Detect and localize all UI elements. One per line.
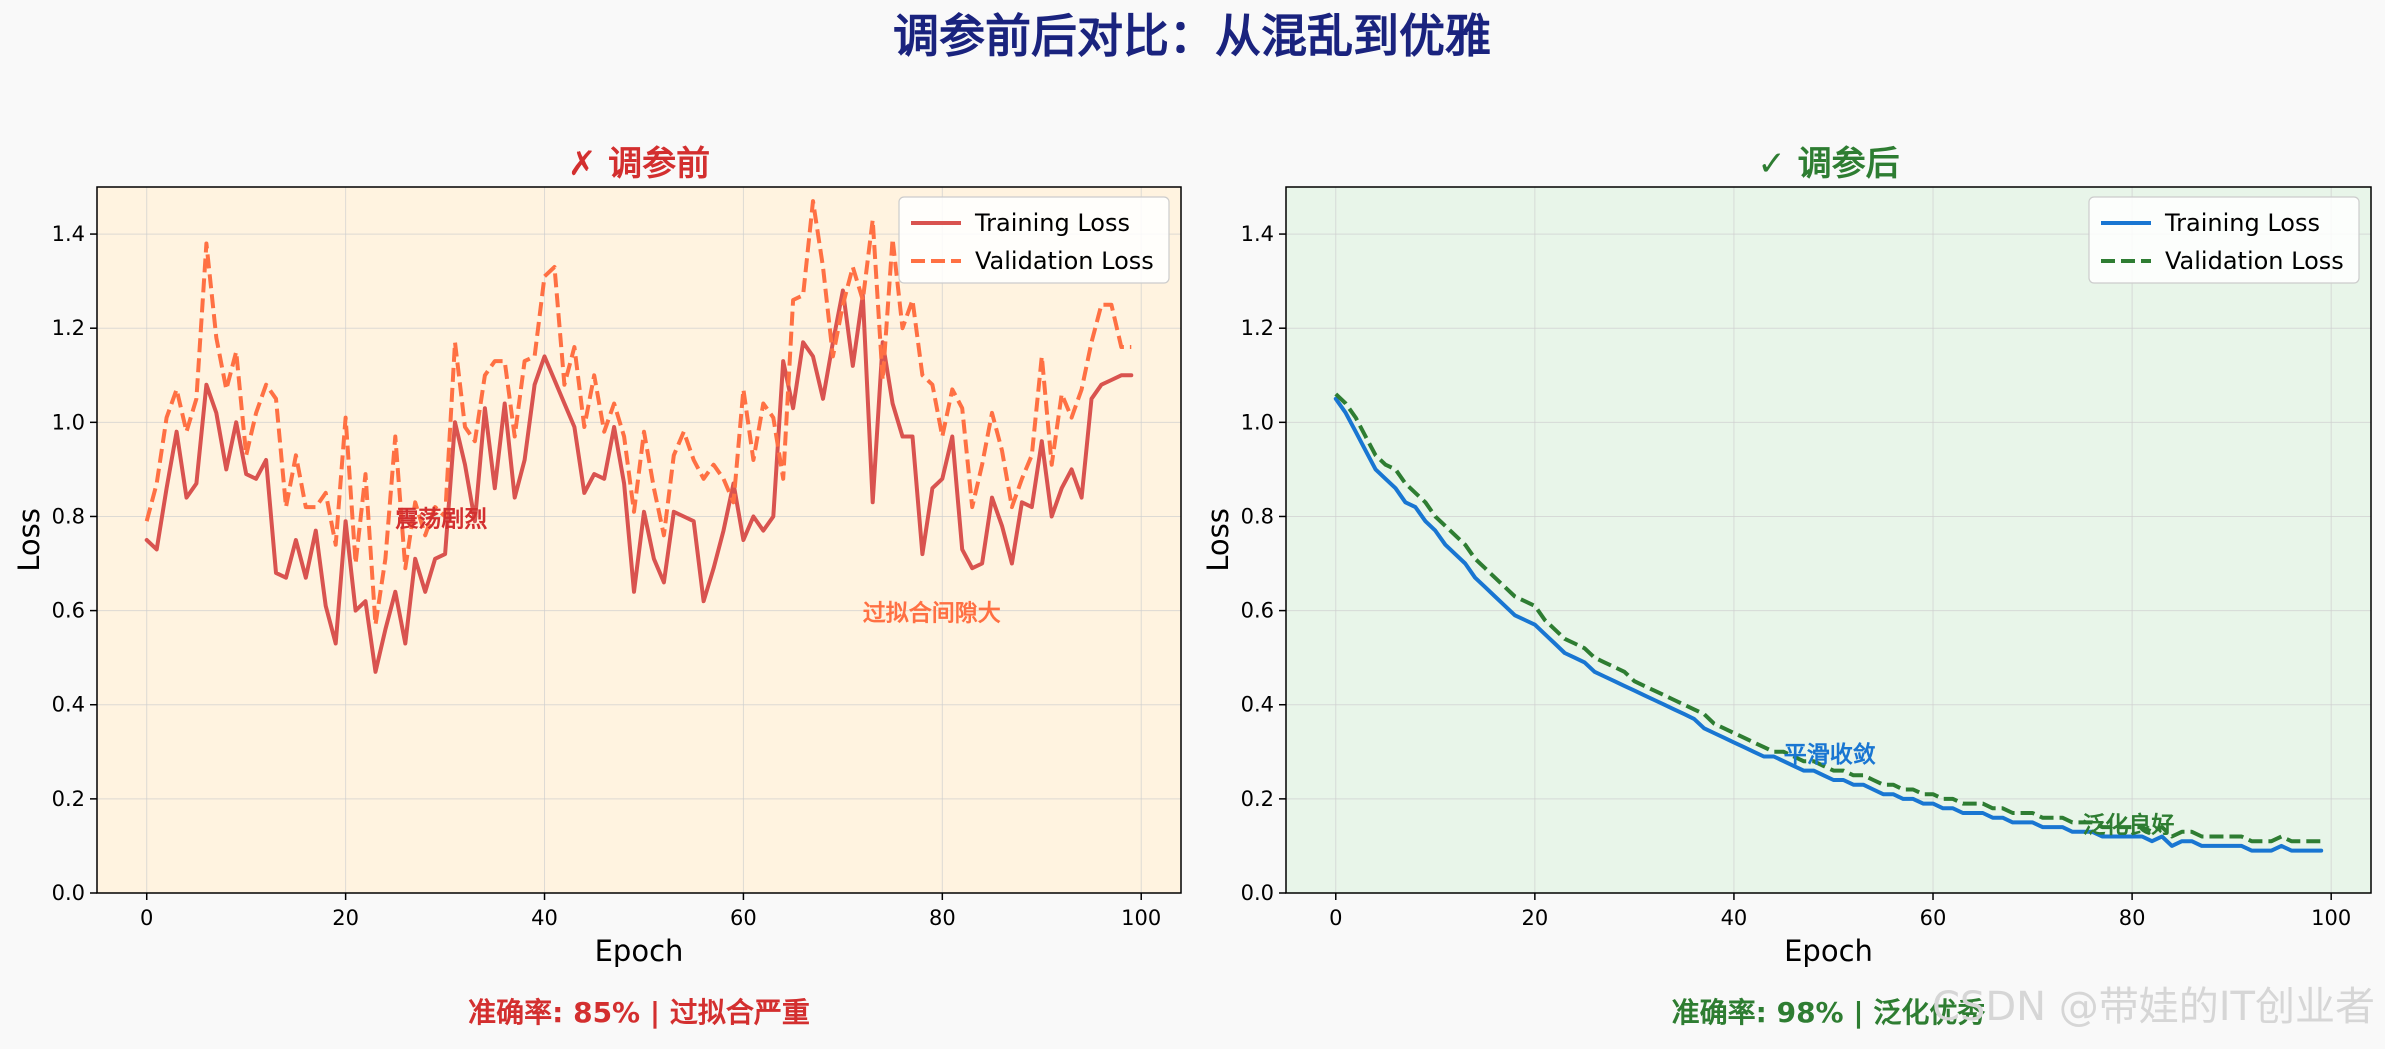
panel-title: ✗ 调参前 (568, 144, 710, 184)
x-axis-label: Epoch (595, 934, 684, 968)
x-tick-label: 0 (1329, 906, 1342, 930)
y-tick-label: 1.2 (1241, 316, 1274, 340)
y-tick-label: 1.0 (52, 410, 85, 434)
x-tick-label: 60 (1920, 906, 1947, 930)
y-tick-label: 0.6 (1241, 599, 1274, 623)
x-tick-label: 100 (1121, 906, 1161, 930)
series-line-training-loss (1333, 396, 2324, 853)
y-tick-label: 1.0 (1241, 410, 1274, 434)
legend-label: Training Loss (2164, 209, 2320, 237)
footer-summary: 准确率: 98% | 泛化优秀 (1672, 996, 1986, 1029)
legend-label: Training Loss (974, 209, 1130, 237)
x-tick-label: 20 (1521, 906, 1548, 930)
axes-frame (96, 186, 1182, 894)
legend-box (2088, 196, 2360, 284)
y-tick-label: 0.2 (52, 787, 85, 811)
x-tick-label: 40 (1721, 906, 1748, 930)
chart-panel-after: 0 20 40 60 80 100 0.0 0.2 0.4 0.6 0.8 1.0 1.2 1.4 Epoc… (1201, 144, 2372, 1029)
legend-label: Validation Loss (975, 247, 1154, 275)
y-tick-label: 0.4 (52, 693, 85, 717)
series-line-validation-loss (144, 199, 1132, 627)
y-tick-label: 1.2 (52, 316, 85, 340)
x-tick-label: 100 (2311, 906, 2351, 930)
y-tick-label: 1.4 (52, 222, 85, 246)
series-line-validation-loss (1334, 392, 2322, 844)
x-tick-label: 80 (2119, 906, 2146, 930)
legend-box (898, 196, 1170, 284)
x-tick-label: 40 (531, 906, 558, 930)
axes-frame (1285, 186, 2372, 894)
annotation-text: 平滑收敛 (1784, 741, 1876, 768)
x-tick-label: 20 (332, 906, 359, 930)
y-tick-label: 1.4 (1241, 222, 1274, 246)
y-tick-label: 0.8 (52, 504, 85, 528)
chart-panel-before: 0 20 40 60 80 100 0.0 0.2 0.4 0.6 0.8 1.0 1.2 1.4 Epoc… (12, 144, 1182, 1029)
y-axis-label: Loss (12, 508, 46, 572)
series-line-training-loss (144, 288, 1134, 674)
annotation-text: 震荡剧烈 (395, 505, 487, 532)
annotation-text: 泛化良好 (2082, 811, 2174, 838)
legend-label: Validation Loss (2165, 247, 2344, 275)
y-tick-label: 0.0 (52, 881, 85, 905)
footer-summary: 准确率: 85% | 过拟合严重 (468, 996, 810, 1029)
annotation-text: 过拟合间隙大 (863, 600, 1001, 627)
x-axis-label: Epoch (1784, 934, 1873, 968)
x-tick-label: 60 (730, 906, 757, 930)
y-tick-label: 0.8 (1241, 504, 1274, 528)
x-tick-label: 0 (140, 906, 153, 930)
y-axis-label: Loss (1201, 508, 1235, 572)
y-tick-label: 0.6 (52, 599, 85, 623)
x-tick-label: 80 (929, 906, 956, 930)
panel-title: ✓ 调参后 (1757, 144, 1899, 184)
y-tick-label: 0.0 (1241, 881, 1274, 905)
y-tick-label: 0.2 (1241, 787, 1274, 811)
plot-area-after (1286, 187, 2371, 893)
figure-title: 调参前后对比：从混乱到优雅 (893, 9, 1491, 63)
watermark-text: CSDN @带娃的IT创业者 (1932, 984, 2375, 1030)
y-tick-label: 0.4 (1241, 693, 1274, 717)
